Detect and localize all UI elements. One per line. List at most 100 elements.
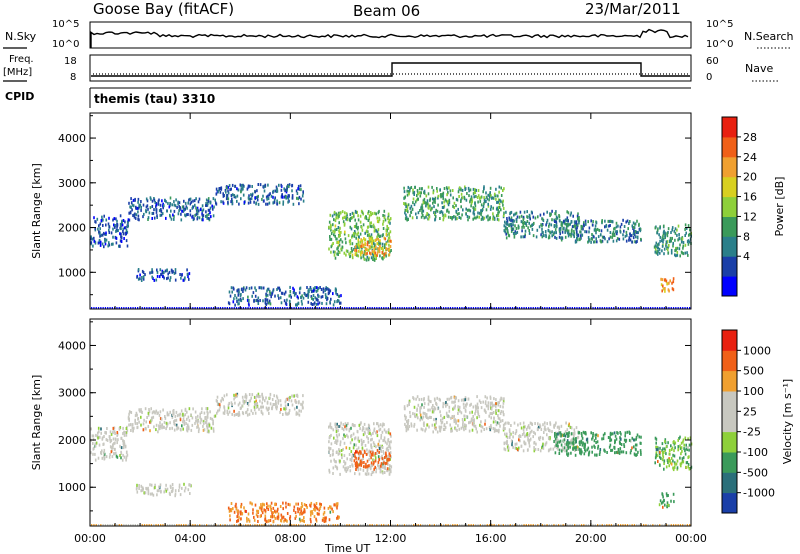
data-cell (498, 422, 500, 425)
noise-tick-bottom-right: 10^0 (706, 39, 733, 50)
data-cell (452, 204, 454, 208)
data-cell (672, 277, 675, 281)
data-cell (569, 222, 571, 226)
data-cell (431, 206, 433, 210)
data-cell (372, 252, 374, 256)
data-cell (594, 240, 596, 244)
data-cell (123, 455, 126, 459)
data-cell (328, 468, 330, 472)
data-cell (492, 212, 494, 216)
data-cell (388, 441, 391, 444)
data-cell (319, 286, 321, 289)
data-cell (104, 238, 106, 242)
data-cell (197, 424, 199, 428)
data-cell (297, 197, 300, 201)
data-cell (149, 483, 151, 487)
data-cell (211, 204, 213, 208)
data-cell (465, 198, 468, 202)
ground-cell (261, 524, 263, 526)
data-cell (358, 456, 361, 459)
data-cell (510, 439, 513, 443)
data-cell (371, 453, 374, 457)
data-cell (340, 211, 342, 215)
data-cell (297, 296, 299, 300)
data-cell (370, 241, 373, 245)
data-cell (124, 220, 126, 224)
data-cell (173, 214, 175, 218)
data-cell (607, 219, 610, 223)
data-cell (228, 410, 231, 414)
data-cell (280, 183, 282, 187)
data-cell (150, 270, 153, 274)
data-cell (360, 253, 362, 257)
data-cell (344, 434, 346, 438)
data-cell (112, 437, 115, 441)
data-cell (624, 434, 626, 438)
data-cell (523, 210, 526, 214)
data-cell (364, 250, 367, 254)
data-cell (555, 443, 558, 447)
data-cell (300, 299, 303, 303)
data-cell (120, 236, 123, 240)
data-cell (545, 233, 547, 237)
data-cell (338, 299, 340, 303)
data-cell (248, 194, 250, 198)
data-cell (543, 427, 546, 431)
data-cell (154, 486, 156, 490)
data-cell (383, 438, 386, 442)
data-cell (381, 465, 384, 469)
ground-cell (376, 307, 378, 309)
data-cell (264, 183, 267, 187)
data-cell (388, 233, 390, 236)
data-cell (544, 230, 547, 233)
data-cell (201, 204, 204, 208)
ground-cell (426, 307, 429, 309)
data-cell (158, 427, 160, 431)
data-cell (596, 227, 599, 231)
data-cell (625, 451, 628, 455)
data-cell (354, 218, 356, 222)
data-cell (487, 214, 489, 218)
data-cell (212, 427, 215, 431)
data-cell (202, 420, 205, 424)
data-cell (97, 227, 99, 231)
data-cell (405, 427, 408, 431)
data-cell (565, 222, 568, 226)
data-cell (379, 444, 382, 448)
data-cell (539, 449, 542, 453)
data-cell (258, 286, 261, 290)
data-cell (172, 486, 174, 490)
data-cell (623, 229, 625, 233)
data-cell (125, 458, 127, 462)
data-cell (98, 224, 100, 228)
nsky-series (90, 28, 689, 48)
ground-cell (318, 307, 320, 309)
data-cell (500, 397, 503, 401)
data-cell (113, 430, 116, 434)
data-cell (567, 234, 570, 238)
data-cell (372, 223, 375, 227)
data-cell (140, 279, 143, 282)
data-cell (330, 237, 333, 241)
data-cell (677, 224, 680, 228)
data-cell (362, 457, 364, 460)
data-cell (420, 191, 422, 195)
y-tick-label: 4000 (58, 132, 86, 145)
data-cell (564, 230, 566, 234)
data-cell (118, 244, 120, 248)
data-cell (355, 443, 357, 447)
data-cell (425, 416, 428, 419)
data-cell (112, 443, 114, 447)
ground-cell (137, 524, 139, 526)
data-cell (613, 233, 616, 237)
ground-cell (166, 307, 169, 309)
data-cell (197, 200, 200, 204)
data-cell (192, 214, 194, 218)
data-cell (377, 463, 379, 467)
ground-cell (380, 307, 383, 309)
data-cell (267, 197, 270, 201)
data-cell (448, 415, 450, 419)
data-cell (336, 241, 338, 244)
data-cell (578, 431, 581, 435)
data-cell (307, 293, 310, 297)
